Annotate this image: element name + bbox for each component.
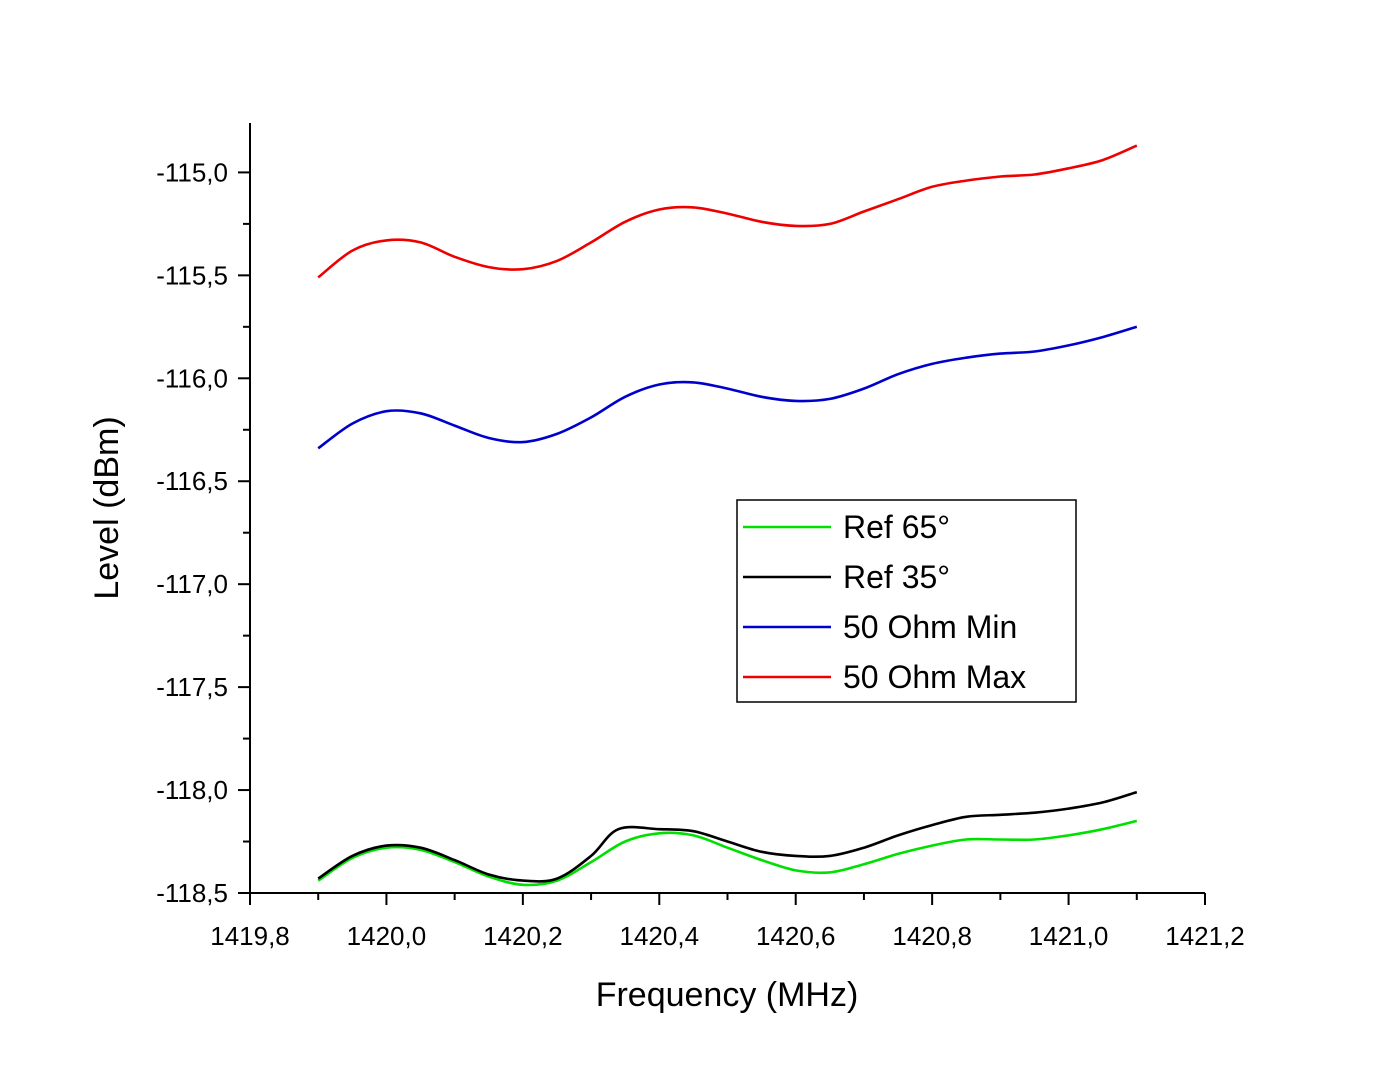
- legend-label: Ref 65°: [843, 509, 950, 545]
- x-tick-label: 1420,6: [756, 921, 836, 951]
- series-line-2: [317, 325, 1138, 450]
- x-tick-label: 1421,0: [1029, 921, 1109, 951]
- x-tick-label: 1420,0: [347, 921, 427, 951]
- x-tick-label: 1420,2: [483, 921, 563, 951]
- x-tick-label: 1420,8: [892, 921, 972, 951]
- y-tick-label: -116,0: [156, 363, 228, 393]
- y-tick-label: -116,5: [156, 466, 228, 496]
- y-axis-title: Level (dBm): [88, 416, 126, 599]
- legend: Ref 65° Ref 35° 50 Ohm Min 50 Ohm Max: [736, 499, 1077, 703]
- legend-label: 50 Ohm Max: [843, 659, 1026, 695]
- x-tick-label: 1421,2: [1165, 921, 1245, 951]
- x-tick-label: 1419,8: [210, 921, 290, 951]
- y-tick-label: -117,5: [156, 672, 228, 702]
- series-line-0: [317, 819, 1138, 887]
- y-tick-label: -118,0: [156, 775, 228, 805]
- series-lines: [317, 144, 1138, 887]
- legend-box: [736, 499, 1077, 703]
- legend-label: Ref 35°: [843, 559, 950, 595]
- y-tick-label: -117,0: [156, 569, 228, 599]
- series-line-1: [317, 790, 1138, 883]
- y-tick-label: -118,5: [156, 878, 228, 908]
- x-tick-label: 1420,4: [620, 921, 700, 951]
- y-tick-label: -115,0: [156, 157, 228, 187]
- series-line-3: [317, 144, 1138, 279]
- y-tick-label: -115,5: [156, 260, 228, 290]
- axes: 1419,8 1420,0 1420,2 1420,4 1420,6 1420,8 1421…: [156, 123, 1245, 951]
- x-axis-title: Frequency (MHz): [596, 976, 859, 1014]
- legend-label: 50 Ohm Min: [843, 609, 1017, 645]
